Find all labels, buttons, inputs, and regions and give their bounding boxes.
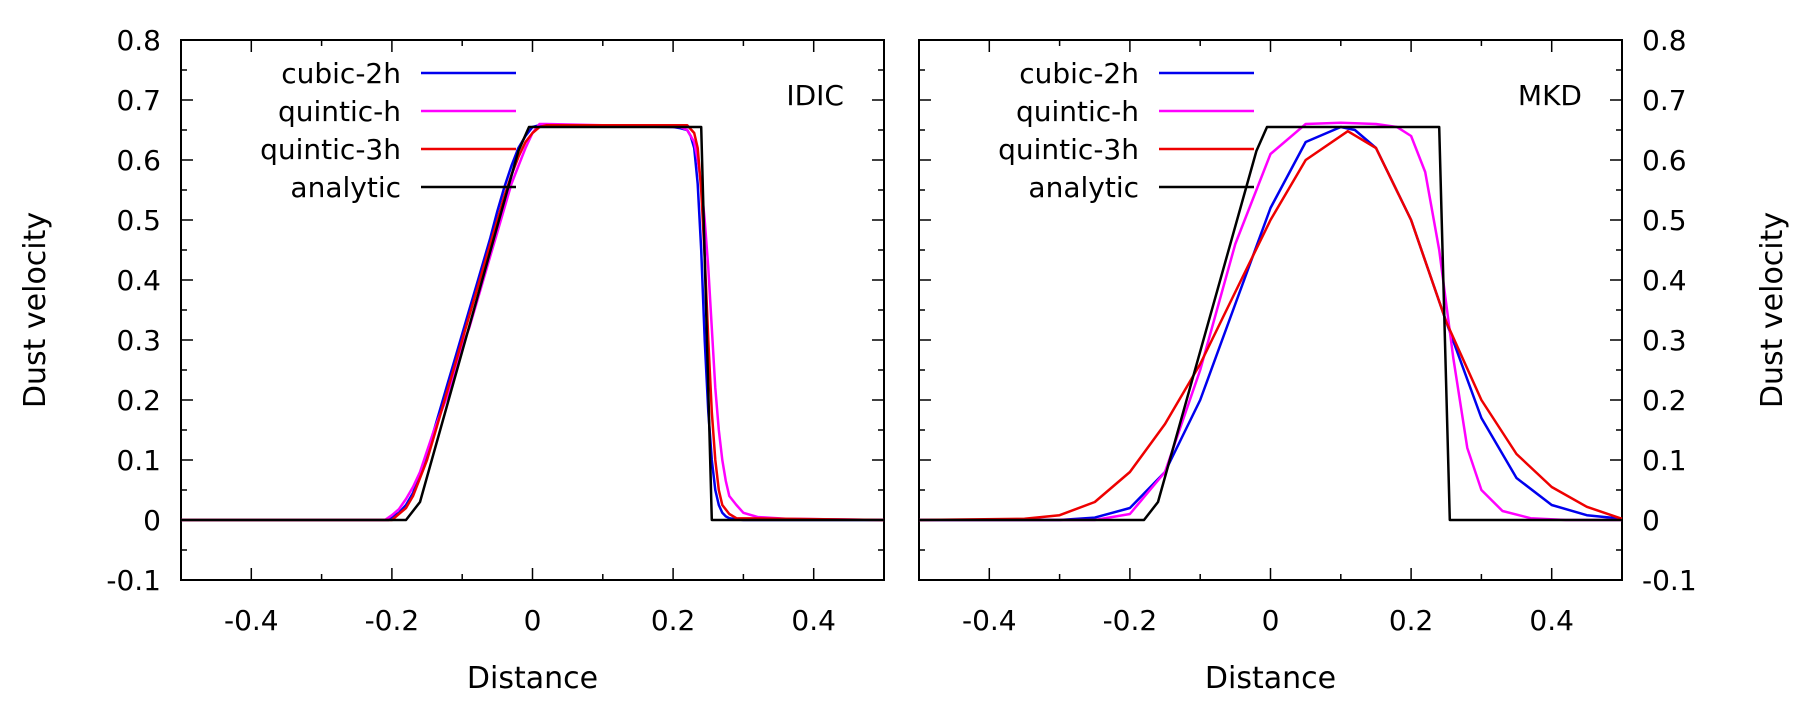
left-ytick-label: -0.1 (106, 564, 161, 597)
left-legend-label-analytic: analytic (290, 171, 401, 204)
left-ytick-label: 0 (143, 504, 161, 537)
right-ytick-label: 0.1 (1642, 444, 1687, 477)
right-series-line-cubic-2h (919, 125, 1623, 522)
right-legend-label-cubic-2h: cubic-2h (1019, 57, 1139, 90)
left-ytick-label: 0.5 (116, 204, 161, 237)
right-legend-label-analytic: analytic (1028, 171, 1139, 204)
right-legend-label-quintic-3h: quintic-3h (998, 133, 1139, 166)
left-legend-label-quintic-h: quintic-h (278, 95, 401, 128)
left-xtick-label: 0.4 (791, 604, 836, 637)
left-legend-label-cubic-2h: cubic-2h (281, 57, 401, 90)
right-ytick-label: 0.8 (1642, 24, 1687, 57)
right-panel-tag: MKD (1518, 79, 1582, 112)
right-y-axis-label: Dust velocity (1755, 212, 1790, 408)
right-xtick-label: 0.4 (1529, 604, 1574, 637)
left-panel-tag: IDIC (786, 79, 844, 112)
left-ytick-label: 0.4 (116, 264, 161, 297)
right-ytick-label: 0.4 (1642, 264, 1687, 297)
right-series-line-analytic (919, 125, 1622, 522)
left-ytick-label: 0.2 (116, 384, 161, 417)
right-xtick-label: -0.4 (962, 604, 1017, 637)
left-xtick-label: -0.2 (365, 604, 420, 637)
left-legend-label-quintic-3h: quintic-3h (260, 133, 401, 166)
left-ytick-label: 0.3 (116, 324, 161, 357)
left-series-line-quintic-h (181, 122, 885, 522)
right-series-line-quintic-h (919, 121, 1622, 522)
right-series-line-quintic-3h (918, 129, 1623, 522)
left-ytick-label: 0.6 (116, 144, 161, 177)
left-xtick-label: 0 (524, 604, 542, 637)
left-x-axis-label: Distance (467, 661, 598, 696)
left-series-line-cubic-2h (181, 123, 884, 522)
right-ytick-label: 0 (1642, 504, 1660, 537)
right-ytick-label: 0.3 (1642, 324, 1687, 357)
right-xtick-label: 0.2 (1389, 604, 1434, 637)
right-ytick-label: 0.5 (1642, 204, 1687, 237)
left-series-line-analytic (181, 125, 884, 522)
right-xtick-label: -0.2 (1103, 604, 1158, 637)
left-xtick-label: -0.4 (224, 604, 279, 637)
left-series-line-quintic-3h (181, 123, 885, 522)
left-y-axis-label: Dust velocity (18, 212, 53, 408)
right-x-axis-label: Distance (1205, 661, 1336, 696)
right-ytick-label: 0.7 (1642, 84, 1687, 117)
right-xtick-label: 0 (1262, 604, 1280, 637)
right-ytick-label: -0.1 (1642, 564, 1697, 597)
left-ytick-label: 0.7 (116, 84, 161, 117)
left-xtick-label: 0.2 (651, 604, 696, 637)
left-ytick-label: 0.1 (116, 444, 161, 477)
right-legend-label-quintic-h: quintic-h (1016, 95, 1139, 128)
right-ytick-label: 0.6 (1642, 144, 1687, 177)
right-ytick-label: 0.2 (1642, 384, 1687, 417)
left-ytick-label: 0.8 (116, 24, 161, 57)
